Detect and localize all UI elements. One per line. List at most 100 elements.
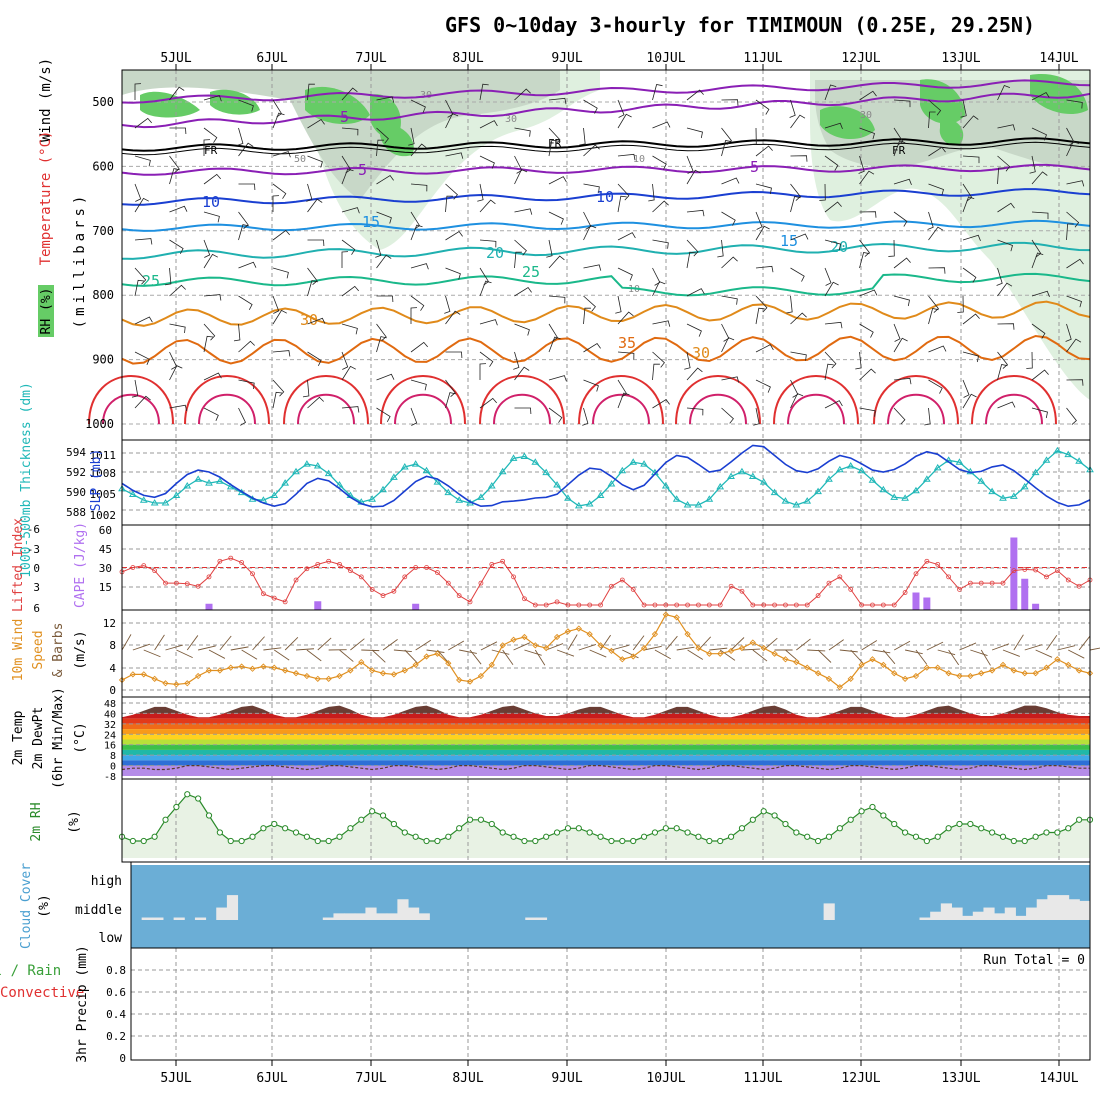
wind-barb bbox=[302, 379, 310, 398]
cloud-bar bbox=[152, 917, 164, 920]
wind-barb bbox=[928, 345, 947, 353]
wind-barb bbox=[652, 267, 661, 286]
thickness-marker bbox=[955, 458, 964, 465]
thickness-marker bbox=[661, 481, 670, 489]
wind-barb bbox=[1029, 155, 1036, 174]
lifted-marker bbox=[337, 561, 342, 567]
temp-band bbox=[122, 744, 1090, 750]
wind-barb bbox=[721, 407, 734, 424]
wind-barb bbox=[1066, 379, 1084, 386]
wind10m-marker bbox=[847, 675, 854, 682]
rh2m-marker bbox=[662, 825, 669, 832]
thickness-marker bbox=[792, 500, 801, 508]
y-tick-label-temp2m: 48 bbox=[104, 699, 116, 710]
rh2m-marker bbox=[303, 833, 310, 840]
thickness-marker bbox=[292, 467, 300, 475]
wind-barb bbox=[548, 336, 561, 353]
x-tick-label-top: 6JUL bbox=[256, 51, 287, 66]
rh-contour-label: 30 bbox=[860, 110, 872, 121]
wind-barb bbox=[928, 226, 944, 241]
thickness-marker bbox=[825, 475, 833, 482]
wind10m-barb bbox=[589, 649, 607, 658]
lifted-marker bbox=[348, 568, 353, 574]
wind10m-barb bbox=[524, 649, 542, 656]
wind-barb bbox=[238, 261, 257, 269]
wind-barb bbox=[272, 309, 287, 325]
rh2m-marker bbox=[466, 816, 474, 823]
wind-barb bbox=[238, 407, 247, 426]
cloud-bar bbox=[216, 907, 228, 920]
wind10m-marker bbox=[477, 672, 485, 680]
rh2m-marker bbox=[477, 816, 485, 823]
wind10m-barb bbox=[719, 649, 736, 661]
wind-barb bbox=[928, 267, 946, 274]
wind-barb bbox=[962, 115, 979, 129]
wind10m-marker bbox=[434, 650, 441, 657]
wind10m-barb bbox=[306, 649, 322, 662]
thickness-marker bbox=[183, 481, 192, 489]
wind10m-marker bbox=[249, 665, 256, 672]
y-tick-label-precip: 0.2 bbox=[106, 1030, 126, 1043]
thickness-marker bbox=[1075, 457, 1084, 464]
thickness-marker bbox=[999, 494, 1007, 501]
temp-contour-20 bbox=[121, 241, 1091, 260]
x-tick-label-bottom: 12JUL bbox=[841, 1071, 880, 1086]
rh2m-marker bbox=[695, 833, 702, 840]
wind-barb bbox=[962, 379, 970, 398]
wind-barb bbox=[583, 183, 600, 193]
wind-barb bbox=[686, 127, 703, 139]
wind-barb bbox=[997, 155, 1011, 172]
wind-barb bbox=[790, 312, 807, 325]
rh2m-marker bbox=[499, 829, 506, 836]
wind10m-barb bbox=[948, 649, 960, 666]
thickness-marker bbox=[814, 487, 822, 495]
wind10m-marker bbox=[727, 647, 735, 655]
wind-barb bbox=[755, 265, 774, 273]
thickness-marker bbox=[596, 491, 605, 498]
thickness-marker bbox=[640, 460, 648, 467]
wind10m-barb bbox=[807, 649, 826, 652]
temp-contour--10 bbox=[121, 79, 1091, 104]
wind10m-marker bbox=[282, 667, 289, 674]
wind-barb bbox=[307, 198, 323, 213]
wind-barb bbox=[410, 183, 428, 192]
thickness-marker bbox=[966, 467, 975, 475]
wind10m-marker bbox=[510, 636, 517, 643]
wind-barb bbox=[479, 363, 487, 380]
wind-barb bbox=[341, 127, 359, 136]
cloud-bar bbox=[823, 903, 835, 920]
y-tick-label-cloud: middle bbox=[75, 903, 122, 918]
wind-barb bbox=[134, 83, 142, 100]
wind-barb bbox=[238, 99, 254, 112]
wind-barb bbox=[962, 393, 977, 409]
wind-barb bbox=[479, 319, 498, 326]
rh2m-marker bbox=[553, 829, 561, 836]
rh2m-marker bbox=[532, 837, 539, 845]
wind-barb bbox=[376, 336, 387, 353]
lifted-marker bbox=[173, 580, 179, 586]
temp-contour-label: 25 bbox=[522, 263, 540, 281]
wind-barb bbox=[134, 316, 153, 325]
wind10m-marker bbox=[543, 644, 550, 652]
thickness-marker bbox=[988, 487, 996, 495]
cloud-bar bbox=[1068, 899, 1080, 920]
wind10m-marker bbox=[771, 650, 778, 657]
wind10m-barb bbox=[1046, 634, 1058, 651]
lifted-marker bbox=[696, 602, 701, 608]
wind-barb bbox=[131, 379, 139, 398]
x-tick-label-bottom: 14JUL bbox=[1039, 1071, 1078, 1086]
wind10m-marker bbox=[597, 642, 604, 649]
temp-contour-label: 10 bbox=[202, 193, 220, 211]
y-tick-label-li: 3 bbox=[33, 581, 40, 594]
wind-barb bbox=[169, 86, 185, 101]
wind10m-marker bbox=[173, 681, 180, 688]
rh2m-marker bbox=[325, 837, 332, 845]
lifted-marker bbox=[152, 568, 158, 574]
lifted-marker bbox=[783, 602, 788, 608]
wind-barb bbox=[164, 267, 172, 286]
wind-barb bbox=[893, 99, 911, 108]
wind10m-marker bbox=[1032, 670, 1039, 677]
thickness-marker bbox=[890, 493, 899, 500]
temp-contour-label: 5 bbox=[750, 158, 759, 176]
